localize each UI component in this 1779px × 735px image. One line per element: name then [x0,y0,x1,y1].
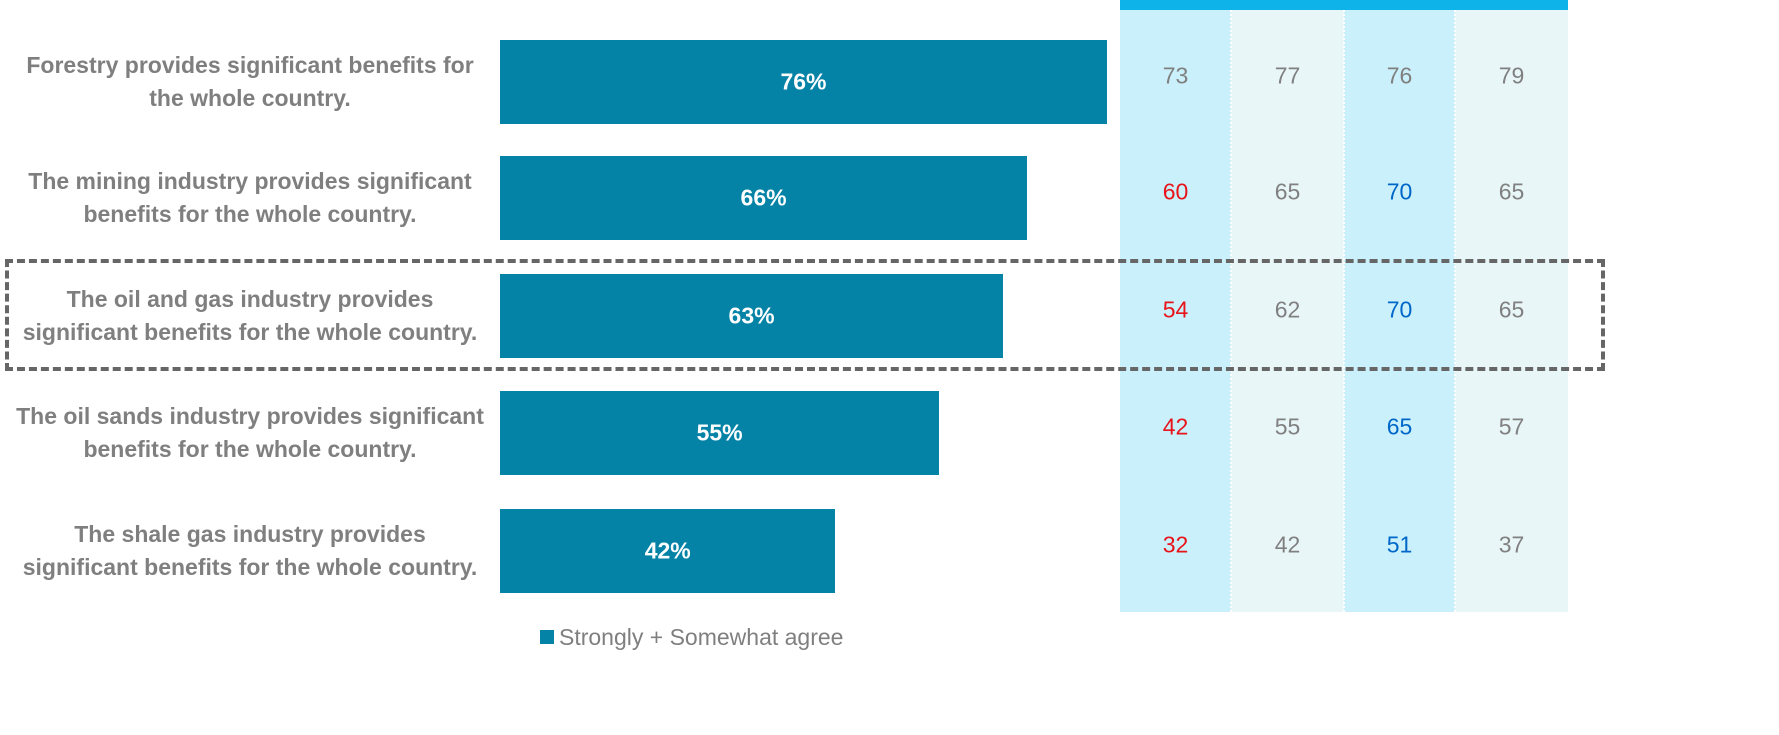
table-cell: 42 [1274,531,1301,558]
table-column-3 [1344,10,1455,612]
table-cell: 77 [1274,62,1301,89]
category-label: The oil and gas industry provides signif… [22,286,478,345]
category-label: The oil sands industry provides signific… [16,403,484,462]
table-cell: 42 [1162,413,1189,440]
category-label: The mining industry provides significant… [28,168,472,227]
table-column-2 [1231,10,1344,612]
bar-value-label: 66% [740,184,787,211]
table-column-1 [1120,10,1231,612]
column-separator [1230,10,1232,612]
column-separator [1454,10,1456,612]
table-cell: 54 [1162,296,1189,323]
legend-label: Strongly + Somewhat agree [559,623,844,650]
table-cell: 65 [1274,178,1301,205]
table-cell: 60 [1162,178,1189,205]
table-cell: 55 [1274,413,1301,440]
bar-1 [500,40,1107,124]
table-cell: 37 [1498,531,1525,558]
table-cell: 70 [1386,178,1413,205]
highlight-box [5,259,1605,371]
bar-2 [500,156,1028,240]
table-cell: 76 [1386,62,1413,89]
table-cell: 70 [1386,296,1413,323]
table-cell: 32 [1162,531,1189,558]
bar-value-label: 42% [644,537,691,564]
table-header-strip [1120,0,1568,10]
legend: Strongly + Somewhat agree [540,622,843,652]
table-cell: 62 [1274,296,1301,323]
table-cell: 79 [1498,62,1525,89]
category-label: Forestry provides significant benefits f… [26,52,474,111]
table-cell: 65 [1386,413,1413,440]
table-cell: 73 [1162,62,1189,89]
table-cell: 57 [1498,413,1525,440]
category-label: The shale gas industry provides signific… [22,521,478,580]
column-separator [1343,10,1345,612]
bar-3 [500,274,1004,358]
bar-value-label: 55% [696,419,743,446]
bar-4 [500,391,940,475]
table-cell: 51 [1386,531,1413,558]
bar-5 [500,509,836,593]
legend-swatch [540,630,554,644]
bar-value-label: 76% [780,68,827,95]
table-cell: 65 [1498,296,1525,323]
table-column-4 [1455,10,1568,612]
table-cell: 65 [1498,178,1525,205]
bar-value-label: 63% [728,302,775,329]
